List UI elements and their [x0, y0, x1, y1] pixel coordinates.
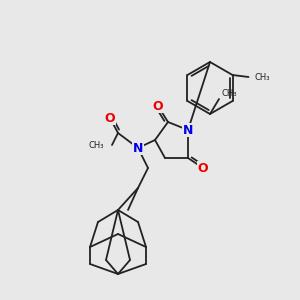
Text: N: N: [183, 124, 193, 136]
Text: CH₃: CH₃: [222, 89, 238, 98]
Text: CH₃: CH₃: [254, 73, 270, 82]
Text: N: N: [133, 142, 143, 154]
Text: O: O: [105, 112, 115, 124]
Text: CH₃: CH₃: [88, 140, 104, 149]
Text: O: O: [153, 100, 163, 112]
Text: O: O: [198, 161, 208, 175]
